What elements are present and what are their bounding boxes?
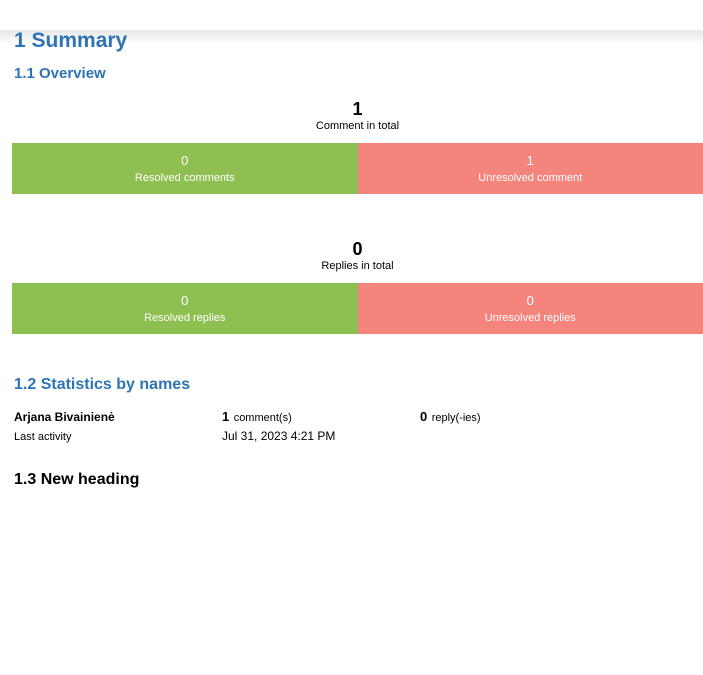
replies-count-cell: 0 reply(-ies) [420, 408, 703, 426]
resolved-comments-label: Resolved comments [135, 172, 235, 184]
comments-count: 1 [222, 409, 229, 424]
comments-bar-row: 0 Resolved comments 1 Unresolved comment [12, 143, 703, 194]
heading-statistics: 1.2 Statistics by names [14, 376, 703, 394]
resolved-comments-value: 0 [181, 154, 188, 168]
last-activity-value: Jul 31, 2023 4:21 PM [222, 428, 420, 444]
comments-count-cell: 1 comment(s) [222, 408, 420, 426]
replies-total-label: Replies in total [12, 260, 703, 273]
resolved-replies-bar: 0 Resolved replies [12, 283, 358, 334]
unresolved-comments-label: Unresolved comment [478, 172, 582, 184]
heading-new: 1.3 New heading [14, 471, 703, 489]
heading-summary: 1 Summary [14, 30, 703, 52]
unresolved-replies-label: Unresolved replies [485, 312, 576, 324]
unresolved-replies-bar: 0 Unresolved replies [358, 283, 703, 334]
statistics-row-activity: Last activity Jul 31, 2023 4:21 PM [14, 428, 703, 445]
report-page: 1 Summary 1.1 Overview 1 Comment in tota… [0, 30, 703, 489]
comments-total-label: Comment in total [12, 120, 703, 133]
replies-count: 0 [420, 409, 427, 424]
replies-chart: 0 Replies in total 0 Resolved replies 0 … [12, 239, 703, 334]
replies-count-label: reply(-ies) [432, 412, 481, 424]
replies-bar-row: 0 Resolved replies 0 Unresolved replies [12, 283, 703, 334]
replies-total-value: 0 [12, 239, 703, 259]
last-activity-label: Last activity [14, 429, 222, 445]
statistics-table: Arjana Bivainienė 1 comment(s) 0 reply(-… [14, 408, 703, 445]
resolved-replies-value: 0 [181, 294, 188, 308]
comments-chart: 1 Comment in total 0 Resolved comments 1… [12, 99, 703, 194]
comments-count-label: comment(s) [234, 412, 292, 424]
heading-overview: 1.1 Overview [14, 65, 703, 82]
statistics-row-counts: Arjana Bivainienė 1 comment(s) 0 reply(-… [14, 408, 703, 426]
resolved-comments-bar: 0 Resolved comments [12, 143, 358, 194]
unresolved-replies-value: 0 [527, 294, 534, 308]
unresolved-comments-bar: 1 Unresolved comment [358, 143, 703, 194]
comments-total-value: 1 [12, 99, 703, 119]
author-name: Arjana Bivainienė [14, 409, 222, 425]
resolved-replies-label: Resolved replies [144, 312, 225, 324]
unresolved-comments-value: 1 [527, 154, 534, 168]
